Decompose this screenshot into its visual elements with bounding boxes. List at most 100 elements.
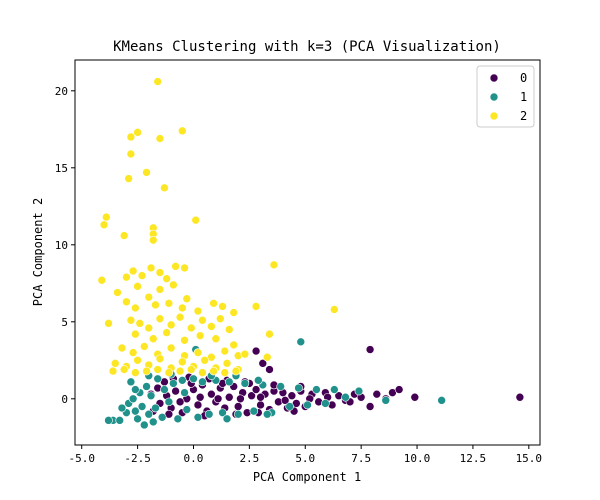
data-point-cluster-2 — [142, 366, 151, 376]
data-point-cluster-1 — [303, 400, 312, 410]
data-point-cluster-2 — [155, 268, 165, 277]
points-layer — [97, 77, 525, 430]
legend-marker-0 — [489, 73, 499, 83]
data-point-cluster-2 — [155, 314, 165, 324]
data-point-cluster-2 — [178, 357, 187, 367]
data-point-cluster-2 — [153, 365, 163, 374]
data-point-cluster-1 — [312, 385, 321, 394]
data-point-cluster-0 — [410, 392, 420, 402]
data-point-cluster-0 — [236, 394, 245, 404]
data-point-cluster-1 — [142, 382, 151, 391]
data-point-cluster-0 — [258, 359, 268, 368]
data-point-cluster-1 — [131, 406, 140, 416]
data-point-cluster-1 — [148, 417, 158, 427]
data-point-cluster-2 — [195, 331, 205, 340]
data-point-cluster-2 — [218, 302, 227, 311]
data-point-cluster-2 — [166, 320, 176, 330]
data-point-cluster-1 — [133, 414, 142, 424]
data-point-cluster-2 — [97, 275, 107, 285]
legend-marker-1 — [489, 92, 499, 102]
legend: 0 1 2 — [476, 65, 535, 128]
data-point-cluster-2 — [178, 303, 187, 313]
data-point-cluster-2 — [126, 315, 136, 325]
data-point-cluster-1 — [262, 409, 272, 419]
data-point-cluster-2 — [191, 215, 201, 225]
data-point-cluster-2 — [220, 368, 230, 377]
data-point-cluster-2 — [164, 368, 174, 377]
data-point-cluster-2 — [133, 282, 142, 291]
x-axis-ticks: -5.0 -2.5 0.0 2.5 5.0 7.5 10.0 12.5 15.0 — [68, 445, 542, 465]
data-point-cluster-1 — [173, 414, 183, 424]
data-point-cluster-1 — [224, 377, 234, 387]
data-point-cluster-0 — [394, 385, 404, 394]
x-tick-label: -2.5 — [124, 452, 151, 465]
data-point-cluster-1 — [381, 396, 391, 405]
x-tick-label: 10.0 — [404, 452, 431, 465]
data-point-cluster-1 — [233, 409, 243, 419]
data-point-cluster-2 — [128, 266, 138, 276]
data-point-cluster-1 — [222, 414, 232, 424]
x-tick-label: 0.0 — [184, 452, 204, 465]
data-point-cluster-2 — [169, 280, 178, 290]
data-point-cluster-1 — [104, 416, 113, 425]
data-point-cluster-0 — [233, 402, 243, 411]
data-point-cluster-2 — [178, 126, 187, 136]
y-tick-label: 0 — [61, 393, 68, 406]
data-point-cluster-2 — [135, 319, 145, 328]
data-point-cluster-2 — [222, 359, 232, 368]
data-point-cluster-2 — [133, 355, 142, 365]
data-point-cluster-0 — [207, 389, 216, 399]
data-point-cluster-2 — [231, 366, 241, 376]
data-point-cluster-0 — [171, 386, 180, 396]
data-point-cluster-0 — [372, 389, 382, 399]
data-point-cluster-0 — [256, 392, 265, 402]
data-point-cluster-1 — [240, 379, 250, 388]
data-point-cluster-0 — [251, 346, 261, 356]
data-point-cluster-2 — [131, 303, 140, 313]
data-point-cluster-2 — [131, 368, 140, 377]
x-tick-label: 12.5 — [460, 452, 487, 465]
data-point-cluster-2 — [251, 302, 261, 311]
data-point-cluster-1 — [341, 392, 350, 402]
data-point-cluster-2 — [119, 365, 129, 374]
data-point-cluster-1 — [218, 408, 227, 417]
data-point-cluster-2 — [265, 329, 274, 339]
data-point-cluster-2 — [160, 183, 169, 193]
data-point-cluster-1 — [140, 420, 149, 430]
data-point-cluster-2 — [148, 235, 158, 245]
data-point-cluster-2 — [144, 323, 154, 333]
legend-label-0: 0 — [520, 71, 527, 85]
chart-title: KMeans Clustering with k=3 (PCA Visualiz… — [113, 39, 501, 55]
data-point-cluster-2 — [155, 134, 165, 143]
data-point-cluster-1 — [169, 379, 178, 388]
data-point-cluster-0 — [265, 365, 274, 374]
data-point-cluster-1 — [285, 402, 294, 411]
data-point-cluster-0 — [193, 400, 203, 410]
data-point-cluster-2 — [186, 323, 196, 333]
data-point-cluster-0 — [256, 400, 265, 410]
data-point-cluster-2 — [180, 335, 189, 345]
data-point-cluster-2 — [198, 368, 207, 377]
data-point-cluster-2 — [262, 352, 272, 362]
legend-label-2: 2 — [520, 109, 527, 123]
series-2 — [97, 77, 339, 377]
data-point-cluster-2 — [269, 260, 279, 270]
data-point-cluster-2 — [110, 359, 120, 368]
data-point-cluster-1 — [193, 412, 203, 422]
data-point-cluster-1 — [294, 383, 303, 393]
data-point-cluster-2 — [162, 328, 171, 337]
data-point-cluster-1 — [180, 388, 189, 397]
data-point-cluster-2 — [104, 319, 113, 328]
data-point-cluster-2 — [108, 366, 118, 376]
data-point-cluster-2 — [175, 312, 185, 322]
data-point-cluster-1 — [153, 374, 163, 384]
y-tick-label: 20 — [55, 85, 68, 98]
legend-label-1: 1 — [520, 90, 527, 104]
data-point-cluster-0 — [280, 396, 290, 405]
data-point-cluster-1 — [276, 382, 285, 391]
data-point-cluster-2 — [140, 342, 149, 351]
data-point-cluster-2 — [155, 354, 165, 364]
data-point-cluster-2 — [137, 271, 147, 280]
data-point-cluster-2 — [193, 306, 203, 316]
